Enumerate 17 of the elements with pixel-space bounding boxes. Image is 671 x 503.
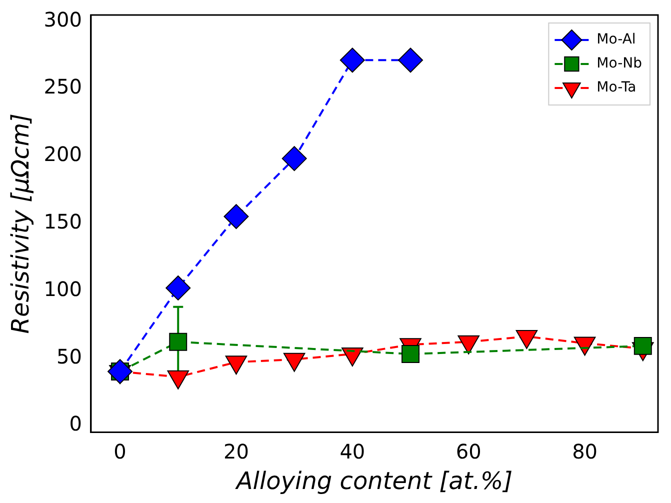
y-tick-label: 100	[44, 276, 82, 301]
x-tick-label: 0	[114, 439, 126, 464]
y-tick-label: 300	[44, 7, 82, 32]
x-tick-label: 60	[456, 439, 482, 464]
y-tick-label: 200	[44, 142, 82, 166]
x-tick-label: 80	[572, 439, 598, 464]
y-tick-label: 150	[44, 209, 82, 234]
x-tick-label: 20	[223, 439, 249, 464]
y-tick-label: 250	[44, 74, 82, 99]
y-axis-title: Resistivity [μΩcm]	[6, 113, 35, 334]
legend-label: Mo-Al	[596, 32, 636, 48]
x-tick-label: 40	[340, 439, 366, 464]
legend-label: Mo-Ta	[596, 80, 636, 96]
x-axis-title: Alloying content [at.%]	[234, 466, 513, 495]
y-tick-label: 50	[56, 344, 82, 368]
legend-label: Mo-Nb	[596, 56, 642, 72]
y-tick-label: 0	[69, 412, 82, 436]
